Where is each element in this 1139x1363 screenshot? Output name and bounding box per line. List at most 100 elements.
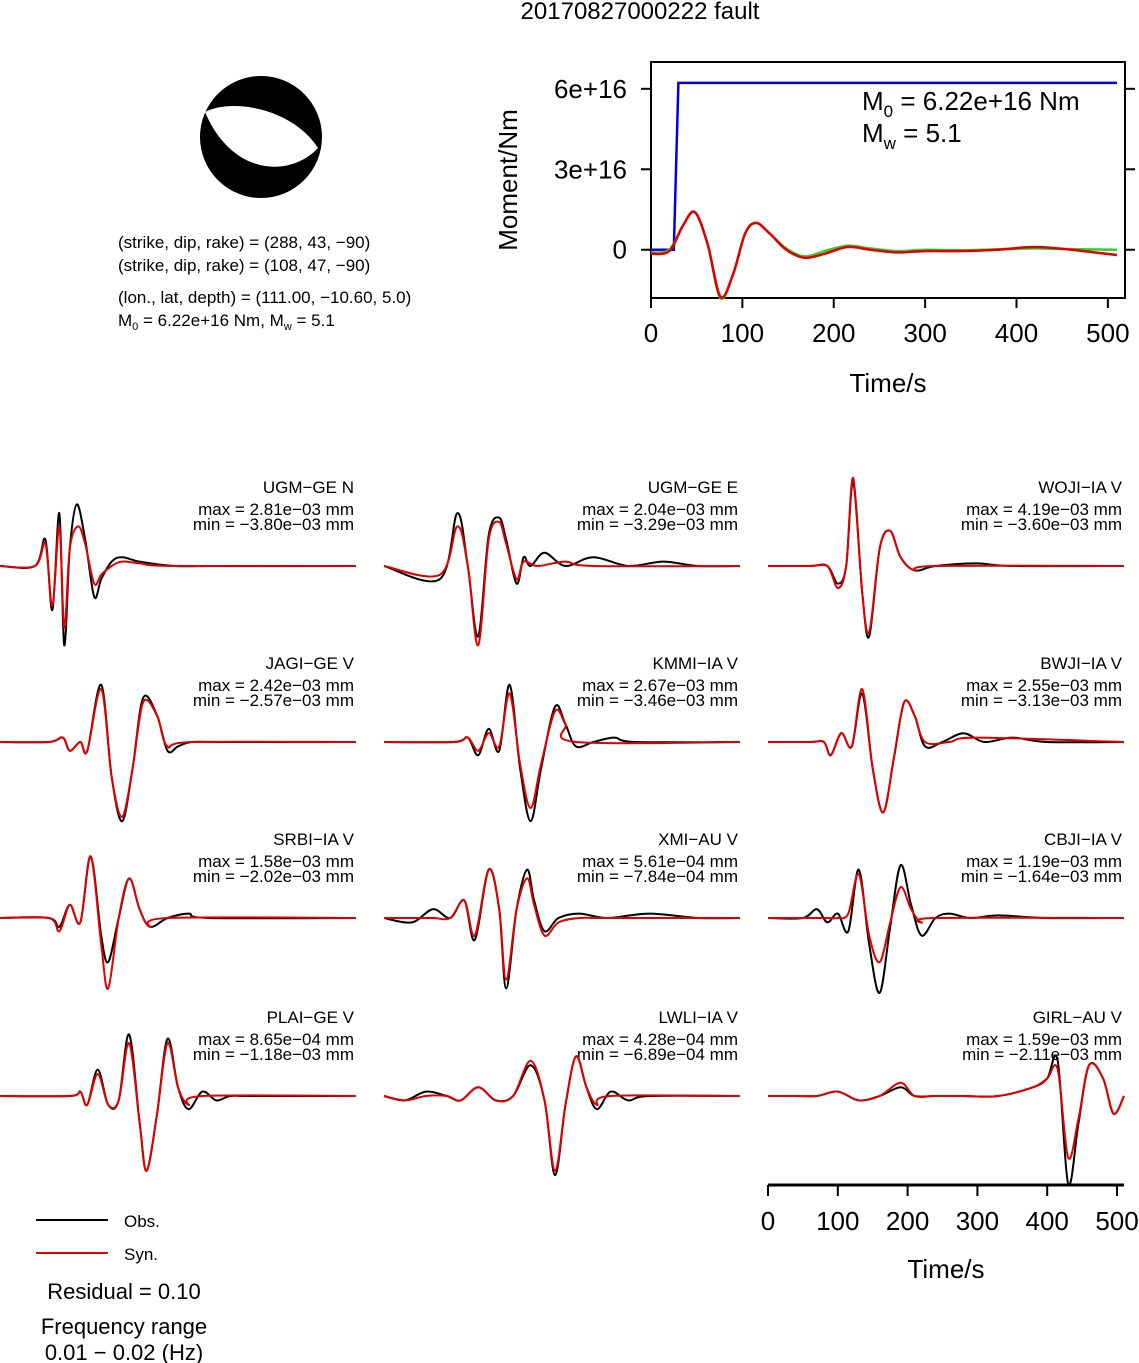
station-min: min = −7.84e−04 mm — [577, 867, 738, 886]
station-name: CBJI−IA V — [1044, 830, 1123, 849]
observed-trace — [383, 683, 741, 823]
station-min: min = −3.60e−03 mm — [961, 515, 1122, 534]
moment-mw-annotation: Mw = 5.1 — [862, 118, 962, 153]
moment-chart-frame — [650, 61, 1126, 299]
legend-synthetic-label: Syn. — [124, 1245, 158, 1264]
focal-line-2: (strike, dip, rake) = (108, 47, −90) — [118, 256, 370, 275]
synthetic-trace — [383, 692, 741, 810]
focal-line-1: (strike, dip, rake) = (288, 43, −90) — [118, 233, 370, 252]
station-max: max = 2.42e−03 mm — [198, 676, 354, 695]
station-name: PLAI−GE V — [267, 1008, 355, 1027]
station-min: min = −3.46e−03 mm — [577, 691, 738, 710]
moment-x-tick-label: 400 — [995, 318, 1038, 348]
station-min: min = −1.64e−03 mm — [961, 867, 1122, 886]
observed-trace — [383, 868, 741, 990]
synthetic-trace — [767, 476, 1125, 635]
moment-series-synthetic — [650, 210, 1118, 299]
station-min: min = −3.13e−03 mm — [961, 691, 1122, 710]
synthetic-trace — [767, 688, 1125, 814]
waveform-x-tick-label: 500 — [1095, 1206, 1138, 1236]
synthetic-trace — [0, 688, 357, 818]
station-min: min = −6.89e−04 mm — [577, 1045, 738, 1064]
station-name: UGM−GE N — [263, 478, 354, 497]
station-name: UGM−GE E — [648, 478, 738, 497]
beachball-dilatation — [205, 106, 318, 167]
moment-y-axis-label: Moment/Nm — [493, 109, 523, 251]
station-min: min = −2.57e−03 mm — [193, 691, 354, 710]
station-max: max = 2.55e−03 mm — [966, 676, 1122, 695]
legend: Obs. Syn. — [36, 1212, 160, 1264]
station-max: max = 4.19e−03 mm — [966, 500, 1122, 519]
station-min: min = −3.80e−03 mm — [193, 515, 354, 534]
station-max: max = 1.19e−03 mm — [966, 852, 1122, 871]
moment-series-moment — [651, 81, 1117, 251]
focal-mechanism-beachball — [200, 76, 322, 198]
focal-magnitude-line: M0 = 6.22e+16 Nm, Mw = 5.1 — [118, 311, 335, 333]
waveform-x-tick-label: 400 — [1026, 1206, 1069, 1236]
synthetic-trace — [383, 520, 741, 647]
station-min: min = −1.18e−03 mm — [193, 1045, 354, 1064]
frequency-range-value: 0.01 − 0.02 (Hz) — [45, 1340, 203, 1363]
synthetic-trace — [768, 872, 1125, 964]
moment-x-tick-label: 500 — [1086, 318, 1129, 348]
waveform-x-tick-label: 100 — [816, 1206, 859, 1236]
synthetic-trace — [0, 1042, 357, 1172]
moment-x-axis-label: Time/s — [849, 368, 926, 398]
moment-x-tick-label: 0 — [644, 318, 658, 348]
moment-m0-annotation: M0 = 6.22e+16 Nm — [862, 86, 1080, 121]
observed-trace — [767, 1054, 1125, 1187]
waveform-x-axis-label: Time/s — [907, 1254, 984, 1284]
synthetic-trace — [384, 868, 740, 981]
moment-axis-ticks: 0 100 200 300 400 500 0 3e+16 6e+16 — [554, 74, 1135, 348]
figure-title: 20170827000222 fault — [521, 0, 760, 25]
waveform-x-tick-label: 0 — [761, 1206, 775, 1236]
frequency-range-label: Frequency range — [41, 1314, 207, 1339]
moment-series-stf_green — [650, 210, 1118, 301]
waveform-x-tick-label: 200 — [886, 1206, 929, 1236]
observed-trace — [767, 692, 1125, 814]
moment-x-tick-label: 300 — [903, 318, 946, 348]
station-name: BWJI−IA V — [1040, 654, 1122, 673]
station-min: min = −3.29e−03 mm — [577, 515, 738, 534]
station-min: min = −2.11e−03 mm — [962, 1045, 1122, 1064]
station-max: max = 1.58e−03 mm — [198, 852, 354, 871]
station-max: max = 4.28e−04 mm — [582, 1030, 738, 1049]
synthetic-trace — [0, 525, 357, 629]
synthetic-trace — [0, 855, 357, 990]
station-name: XMI−AU V — [658, 830, 738, 849]
moment-y-tick-label: 0 — [613, 235, 627, 265]
synthetic-trace — [767, 1062, 1125, 1160]
focal-line-3: (lon., lat, depth) = (111.00, −10.60, 5.… — [118, 288, 411, 307]
station-name: LWLI−IA V — [658, 1008, 738, 1027]
station-min: min = −2.02e−03 mm — [193, 867, 354, 886]
observed-trace — [383, 1055, 741, 1177]
synthetic-trace — [383, 1055, 741, 1172]
moment-x-tick-label: 200 — [812, 318, 855, 348]
station-name: KMMI−IA V — [653, 654, 739, 673]
moment-rate-chart: Moment/Nm Time/s M0 = 6.22e+16 Nm Mw = 5… — [493, 61, 1135, 398]
station-name: WOJI−IA V — [1038, 478, 1122, 497]
station-max: max = 2.67e−03 mm — [582, 676, 738, 695]
moment-y-tick-label: 3e+16 — [554, 154, 627, 184]
station-max: max = 8.65e−04 mm — [198, 1030, 354, 1049]
residual-text: Residual = 0.10 — [47, 1279, 201, 1304]
station-max: max = 1.59e−03 mm — [966, 1030, 1122, 1049]
station-name: JAGI−GE V — [266, 654, 355, 673]
moment-y-tick-label: 6e+16 — [554, 74, 627, 104]
station-name: SRBI−IA V — [273, 830, 354, 849]
station-max: max = 2.81e−03 mm — [198, 500, 354, 519]
